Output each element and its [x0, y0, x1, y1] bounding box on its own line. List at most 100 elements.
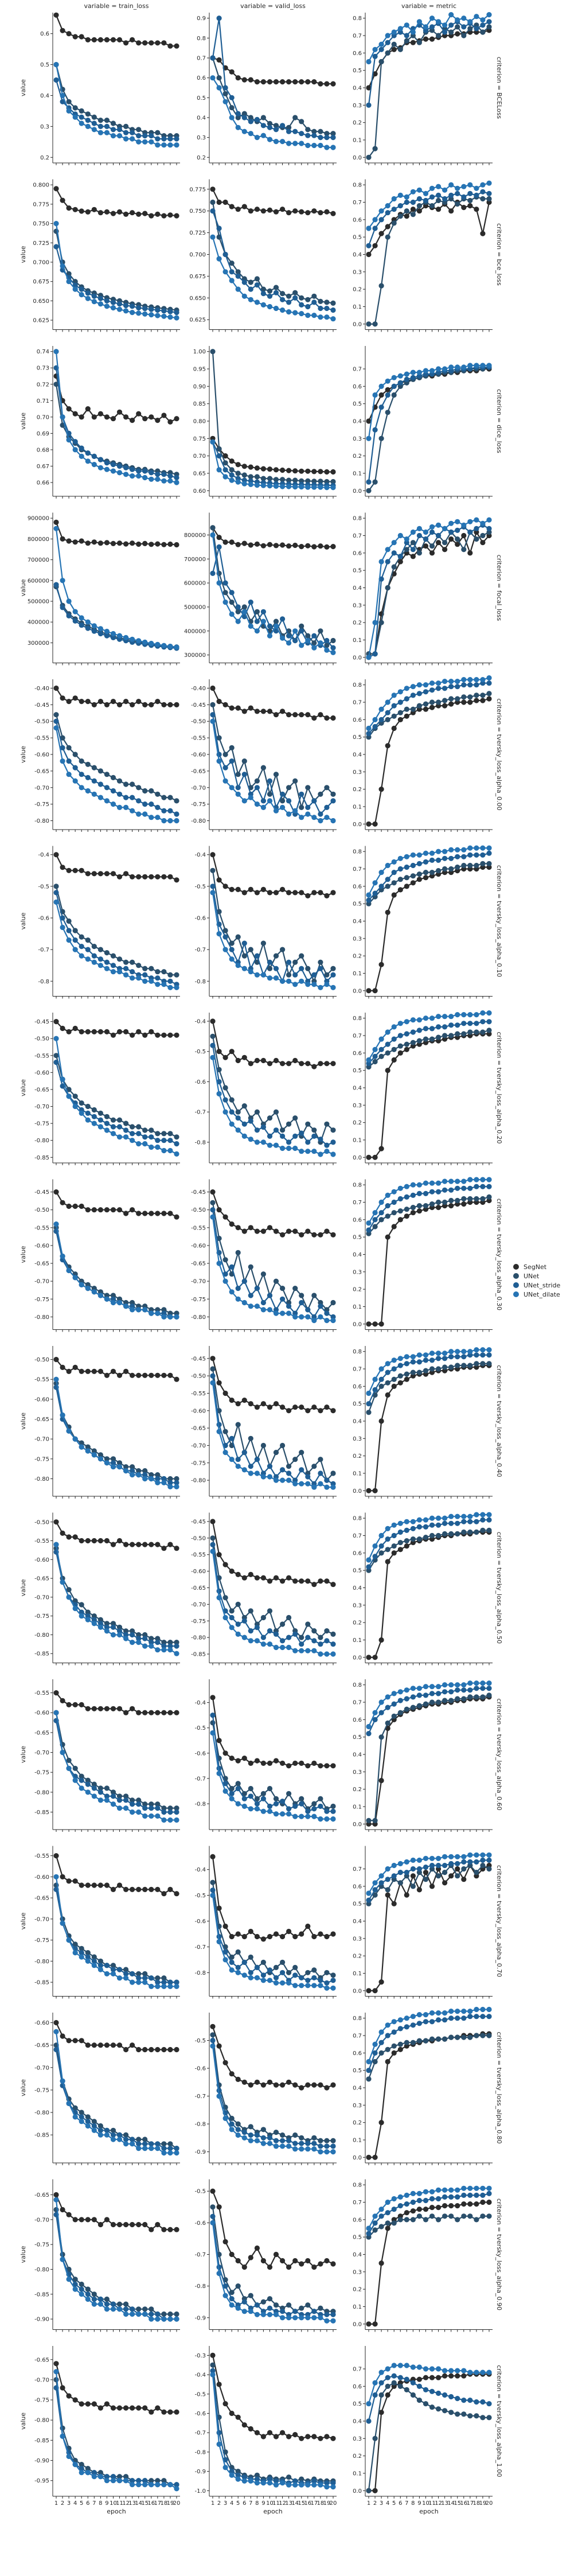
- data-point-UNet: [280, 2132, 286, 2138]
- data-point-UNet_dilate: [448, 1854, 454, 1859]
- y-tick-label: -0.70: [34, 785, 49, 791]
- data-point-UNet: [397, 1043, 403, 1049]
- data-point-UNet_stride: [123, 130, 129, 135]
- y-axis-label: value: [19, 746, 27, 763]
- data-point-SegNet: [299, 890, 304, 896]
- data-point-UNet_dilate: [248, 1638, 253, 1644]
- data-point-SegNet: [97, 1706, 103, 1711]
- data-point-UNet_stride: [486, 850, 492, 856]
- data-point-SegNet: [397, 1380, 403, 1386]
- data-point-UNet: [448, 1531, 454, 1537]
- data-point-UNet_stride: [104, 1624, 110, 1630]
- data-point-UNet: [299, 1293, 304, 1298]
- data-point-SegNet: [79, 2038, 84, 2044]
- data-point-UNet_dilate: [305, 484, 311, 490]
- data-point-UNet: [305, 633, 311, 639]
- data-point-UNet_dilate: [222, 2115, 228, 2121]
- data-point-UNet_dilate: [448, 1178, 454, 1184]
- data-point-SegNet: [149, 414, 154, 420]
- data-point-UNet_dilate: [378, 1532, 384, 1539]
- y-tick-label: -0.70: [34, 1104, 49, 1110]
- y-tick-label: 0.2: [353, 1120, 362, 1126]
- data-point-UNet_dilate: [442, 849, 448, 854]
- data-point-SegNet: [397, 2046, 403, 2052]
- data-point-SegNet: [248, 705, 253, 711]
- y-tick-label: -0.50: [191, 719, 206, 725]
- y-tick-label: 0.775: [189, 186, 206, 193]
- data-point-UNet_dilate: [318, 2149, 323, 2155]
- data-point-SegNet: [267, 890, 273, 896]
- data-point-UNet_dilate: [267, 303, 273, 310]
- data-point-UNet_stride: [416, 1524, 423, 1530]
- data-point-UNet_dilate: [436, 1684, 442, 1690]
- data-point-SegNet: [66, 867, 72, 873]
- data-point-UNet_dilate: [280, 804, 286, 810]
- data-point-UNet_dilate: [366, 435, 372, 441]
- data-point-SegNet: [167, 1032, 173, 1038]
- data-point-SegNet: [254, 2079, 260, 2085]
- data-point-UNet: [174, 1310, 179, 1316]
- data-point-SegNet: [66, 2038, 72, 2044]
- data-point-SegNet: [280, 2258, 286, 2264]
- data-point-UNet: [130, 1797, 135, 1803]
- data-point-UNet_stride: [442, 1689, 448, 1695]
- data-point-UNet_dilate: [416, 1182, 423, 1188]
- data-point-UNet_stride: [330, 798, 336, 804]
- data-point-SegNet: [91, 1029, 97, 1034]
- y-tick-label: -0.4: [38, 852, 49, 858]
- data-point-UNet_stride: [155, 1979, 161, 1985]
- y-tick-label: -0.55: [191, 1225, 206, 1231]
- data-point-SegNet: [110, 37, 116, 42]
- data-point-UNet_stride: [404, 199, 409, 205]
- data-point-UNet: [110, 1117, 116, 1123]
- y-tick-label: -0.65: [34, 2042, 49, 2049]
- data-point-UNet_dilate: [455, 1513, 460, 1519]
- y-tick-label: 0.74: [37, 349, 49, 355]
- data-point-UNet: [311, 1628, 317, 1634]
- data-point-SegNet: [305, 893, 311, 898]
- data-point-UNet_dilate: [116, 1632, 123, 1638]
- data-point-UNet_dilate: [85, 1117, 91, 1123]
- data-point-UNet_dilate: [391, 375, 397, 380]
- data-point-UNet: [486, 196, 492, 202]
- data-point-UNet_stride: [130, 795, 135, 800]
- data-point-SegNet: [311, 2082, 317, 2088]
- data-point-SegNet: [305, 1923, 311, 1929]
- data-point-UNet_dilate: [116, 2306, 123, 2312]
- data-point-SegNet: [280, 2082, 286, 2088]
- data-point-UNet_stride: [324, 637, 330, 644]
- data-point-SegNet: [79, 1702, 84, 1707]
- data-point-SegNet: [292, 208, 298, 214]
- data-point-UNet: [241, 953, 247, 959]
- data-point-UNet_stride: [267, 1803, 273, 1809]
- data-point-UNet: [123, 1464, 129, 1470]
- data-point-UNet_dilate: [174, 1983, 179, 1989]
- data-point-UNet_dilate: [149, 978, 154, 984]
- data-point-SegNet: [267, 709, 273, 714]
- data-point-UNet_stride: [391, 1366, 397, 1372]
- y-tick-label: -0.70: [34, 2065, 49, 2071]
- data-point-UNet_dilate: [110, 969, 116, 975]
- data-point-SegNet: [404, 1892, 409, 1898]
- data-point-UNet_dilate: [85, 123, 91, 129]
- data-point-UNet_stride: [110, 1124, 116, 1130]
- data-point-UNet_dilate: [123, 136, 129, 142]
- data-point-UNet_dilate: [404, 2015, 409, 2021]
- y-tick-label: -0.75: [34, 2087, 49, 2094]
- data-point-SegNet: [292, 2082, 298, 2088]
- data-point-UNet: [474, 862, 479, 869]
- data-point-UNet_dilate: [167, 1983, 173, 1989]
- data-point-UNet_stride: [104, 2127, 110, 2133]
- data-point-UNet_dilate: [442, 2010, 448, 2016]
- data-point-UNet_dilate: [378, 2029, 384, 2035]
- data-point-UNet: [229, 600, 235, 605]
- data-point-SegNet: [72, 867, 78, 873]
- data-point-SegNet: [416, 1887, 423, 1893]
- data-point-UNet_stride: [311, 2141, 317, 2146]
- data-point-UNet: [455, 24, 460, 30]
- data-point-UNet: [311, 1801, 317, 1807]
- data-point-SegNet: [216, 1905, 222, 1911]
- data-point-SegNet: [116, 1207, 123, 1213]
- data-point-UNet: [161, 2141, 167, 2147]
